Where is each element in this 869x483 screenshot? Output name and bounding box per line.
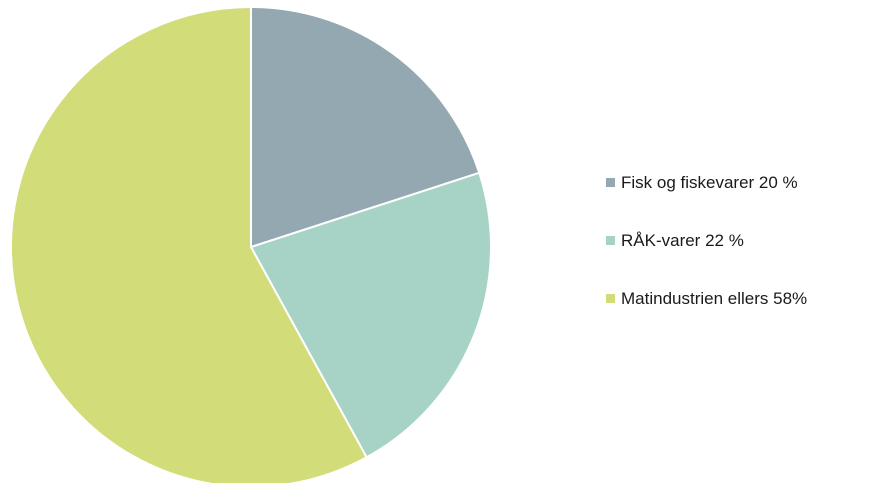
legend-label-matindustrien: Matindustrien ellers 58%	[621, 288, 808, 308]
legend-item-rak: RÅK-varer 22 %	[606, 226, 807, 255]
legend-swatch-rak	[606, 236, 615, 245]
pie-slice-rak	[250, 171, 492, 459]
pie-slices	[10, 6, 492, 483]
legend-swatch-matindustrien	[606, 294, 615, 303]
legend-item-matindustrien: Matindustrien ellers 58%	[606, 284, 807, 313]
legend-swatch-fisk	[606, 178, 615, 187]
pie-slice-matindustrien	[10, 6, 368, 483]
legend: Fisk og fiskevarer 20 % RÅK-varer 22 % M…	[606, 168, 807, 313]
legend-item-fisk: Fisk og fiskevarer 20 %	[606, 168, 807, 197]
legend-label-rak: RÅK-varer 22 %	[621, 230, 744, 250]
legend-label-fisk: Fisk og fiskevarer 20 %	[621, 172, 798, 192]
pie-slice-fisk	[250, 6, 481, 248]
